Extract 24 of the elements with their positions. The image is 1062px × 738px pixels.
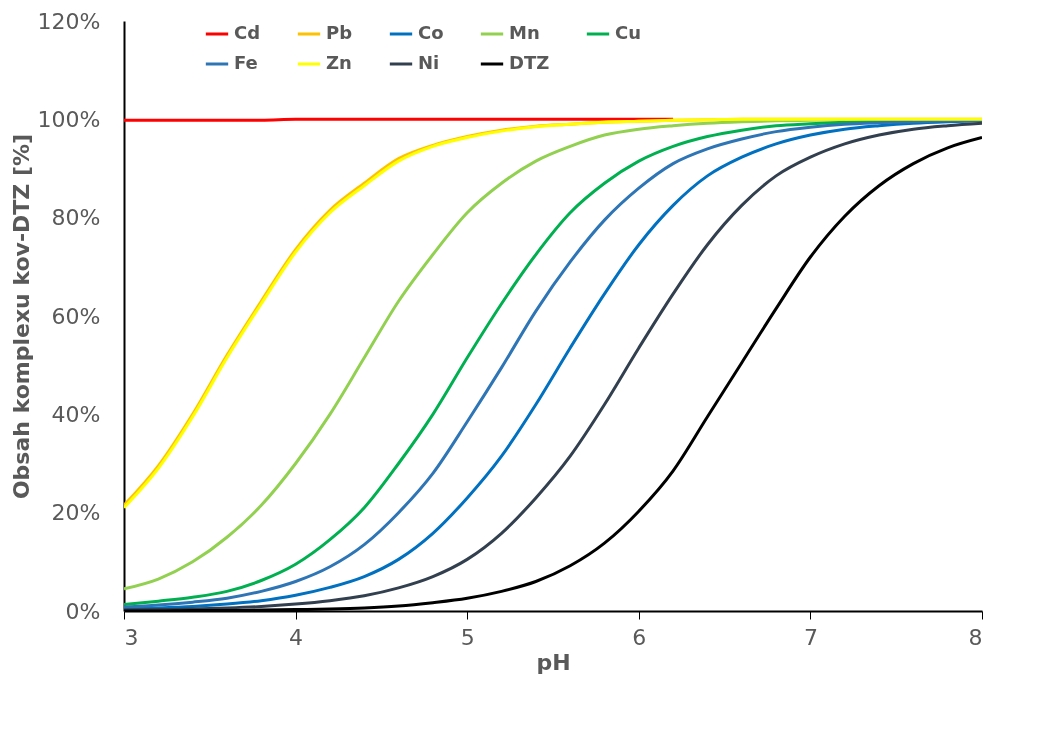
x-tick-label: 7 [803,624,818,650]
x-tick-label: 6 [632,624,647,650]
x-tick-label: 5 [460,624,475,650]
y-tick-label: 80% [51,205,101,231]
legend-label: Zn [326,52,352,73]
legend-label: Cd [234,22,261,43]
legend-label: Fe [234,52,258,73]
legend-label: DTZ [509,52,550,73]
y-tick-label: 120% [37,8,101,34]
legend-label: Mn [509,22,540,43]
x-tick-label: 3 [124,624,139,650]
x-axis-title: pH [536,649,571,675]
y-tick-label: 40% [51,401,101,427]
legend-label: Pb [326,22,353,43]
y-tick-label: 0% [65,598,101,624]
legend-label: Ni [418,52,440,73]
legend-label: Co [418,22,444,43]
y-tick-label: 100% [37,106,101,132]
x-tick-label: 4 [289,624,304,650]
legend-label: Cu [615,22,642,43]
y-axis-title: Obsah komplexu kov-DTZ [%] [8,133,34,500]
y-tick-label: 20% [51,500,101,526]
x-tick-label: 8 [968,624,983,650]
y-tick-label: 60% [51,303,101,329]
